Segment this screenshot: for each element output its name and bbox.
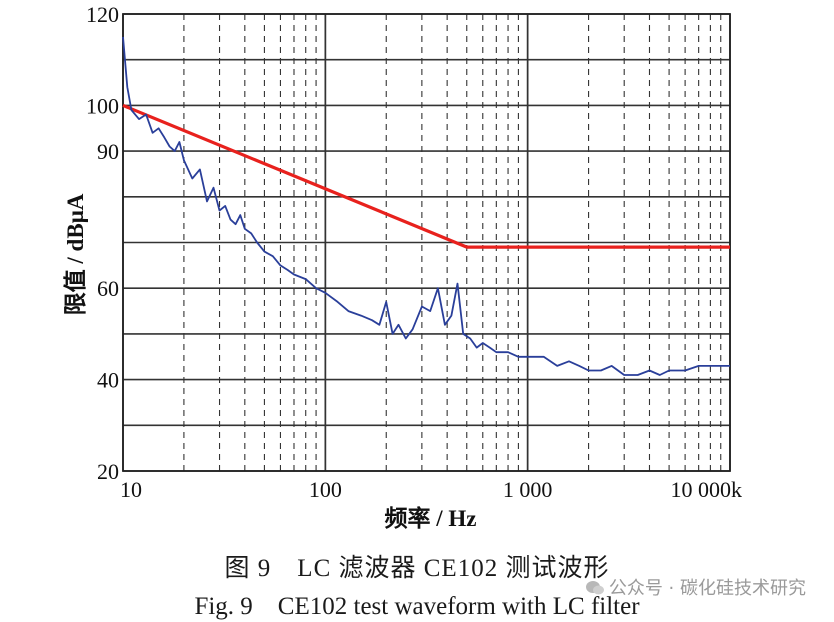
y-tick-label: 100: [86, 93, 119, 118]
watermark-text: 公众号 · 碳化硅技术研究: [608, 578, 806, 599]
y-tick-label: 40: [97, 368, 119, 393]
x-tick-label: 10 000k: [671, 477, 743, 502]
x-tick-label: 1 000: [503, 477, 553, 502]
y-tick-label: 20: [97, 459, 119, 484]
plot-frame: [122, 13, 731, 472]
x-tick-label: 100: [309, 477, 342, 502]
watermark: 公众号 · 碳化硅技术研究: [585, 574, 806, 601]
figure-caption-chinese: 图 9 LC 滤波器 CE102 测试波形: [224, 555, 610, 582]
limit-line: [122, 103, 730, 249]
wechat-icon: [585, 580, 605, 601]
chart-figure: 20 40 60 90 100 120 10 100 1 000 10 000k 频率 / Hz 限值…: [62, 2, 743, 531]
y-tick-label: 60: [97, 276, 119, 301]
x-tick-label: 10: [120, 477, 142, 502]
y-tick-label: 120: [86, 2, 119, 27]
measured-waveform-line: [122, 36, 730, 376]
chart-container: 20 40 60 90 100 120 10 100 1 000 10 000k 频率 / Hz 限值…: [62, 2, 743, 531]
y-axis-label: 限值 / dBμA: [62, 193, 88, 315]
figure-caption-english: Fig. 9 CE102 test waveform with LC filte…: [194, 593, 640, 620]
y-tick-label: 90: [97, 139, 119, 164]
x-axis-label: 频率 / Hz: [385, 505, 477, 531]
